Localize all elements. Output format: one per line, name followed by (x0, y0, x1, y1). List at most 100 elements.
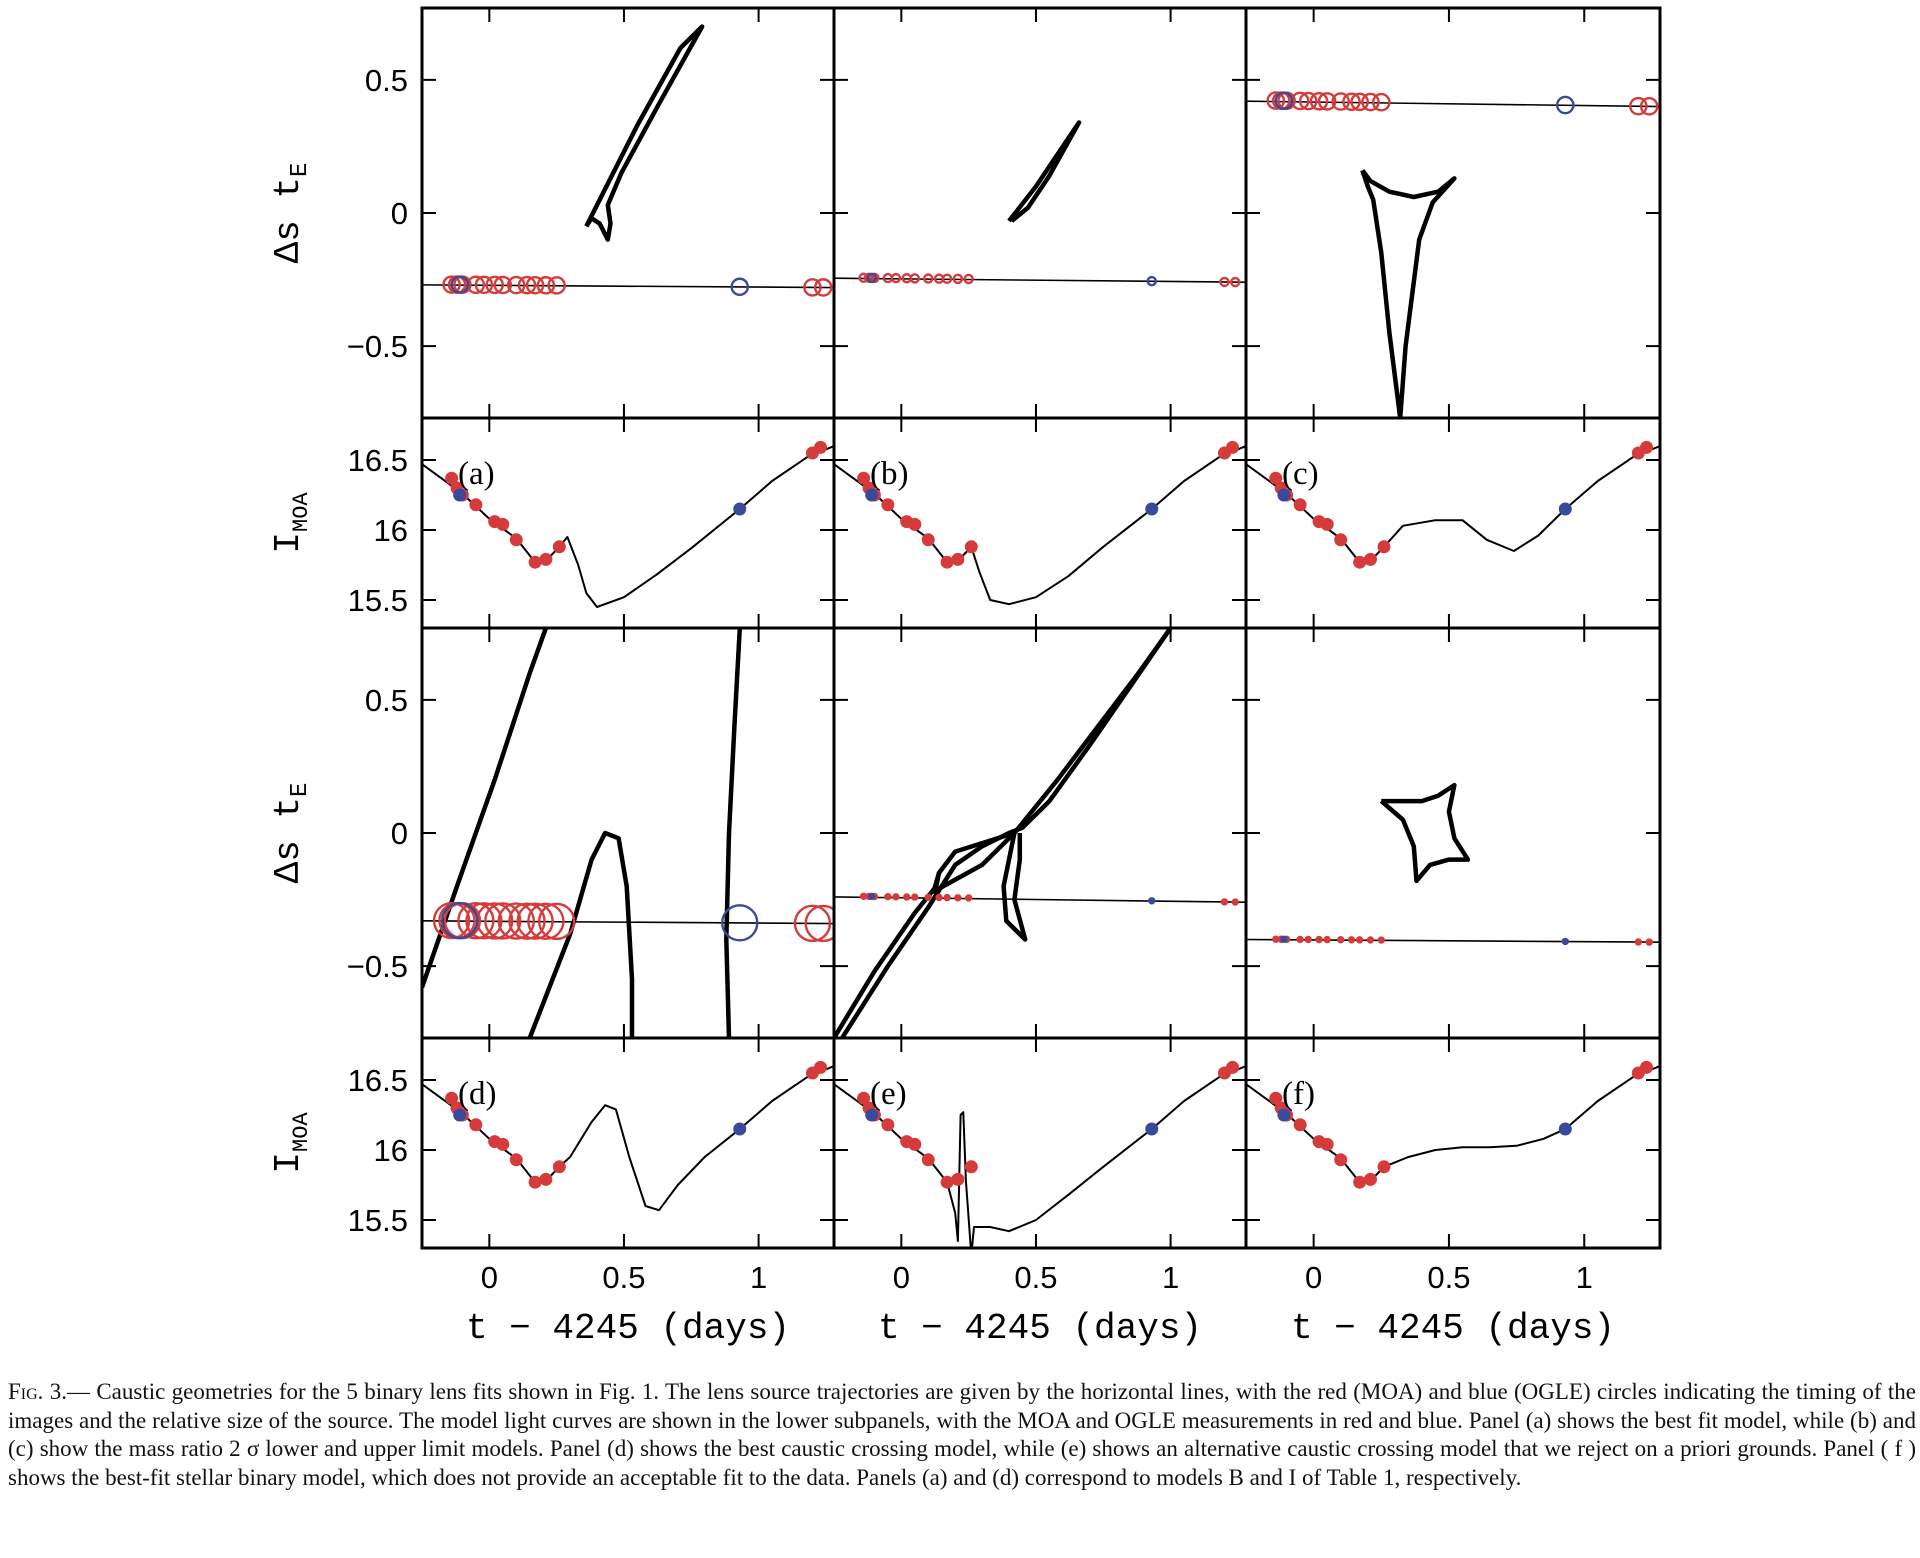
subpanel-frame (832, 6, 1248, 420)
y-tick-label: 16.5 (348, 443, 408, 478)
moa-data-point (469, 1118, 483, 1132)
subpanel-frame (832, 416, 1248, 630)
caustic-subpanel (834, 120, 1246, 288)
panel-label: (f) (1282, 1076, 1315, 1112)
moa-source-circle (923, 273, 934, 284)
moa-data-point (1363, 1172, 1377, 1186)
moa-source-circle (1337, 936, 1345, 944)
panel-d: (d) (420, 626, 836, 1250)
caustic-y-axis-title: Δs tE (268, 783, 314, 884)
moa-source-circle (1347, 936, 1356, 944)
moa-source-circle (884, 892, 892, 901)
moa-data-point (857, 1091, 871, 1105)
moa-source-circle (497, 902, 535, 940)
caption-text: — Caustic geometries for the 5 binary le… (8, 1379, 1916, 1490)
source-trajectory-line (834, 896, 1246, 904)
moa-source-circle (1331, 92, 1351, 111)
moa-data-point (1377, 540, 1391, 554)
lightcurve-y-axis-title: IMOA (268, 492, 314, 554)
y-tick-label: 0.5 (365, 683, 408, 718)
moa-source-circle (1317, 92, 1337, 111)
x-tick-label: 0 (1305, 1260, 1322, 1295)
ogle-source-circle (730, 277, 750, 297)
moa-data-point (921, 1153, 935, 1167)
ogle-source-circle (1274, 91, 1294, 111)
moa-data-point (509, 533, 523, 547)
lightcurve-subpanel (834, 440, 1246, 606)
moa-data-point (881, 498, 895, 512)
subpanel-frame (420, 416, 836, 630)
moa-source-circle (903, 893, 911, 901)
moa-data-point (539, 552, 553, 566)
moa-data-point (1377, 1160, 1391, 1174)
moa-data-point (1639, 1060, 1653, 1074)
moa-data-point (528, 1175, 542, 1189)
y-tick-label: 16 (374, 1133, 408, 1168)
moa-data-point (951, 552, 965, 566)
panel-label: (c) (1282, 456, 1319, 492)
ogle-source-circle (867, 892, 876, 901)
moa-data-point (509, 1153, 523, 1167)
caustic-curve (584, 24, 705, 242)
moa-source-circle (1361, 92, 1380, 112)
panel-a: (a) (420, 6, 836, 630)
moa-source-circle (952, 273, 964, 285)
moa-data-point (1334, 1153, 1348, 1167)
moa-data-point (940, 555, 954, 569)
moa-data-point (539, 1172, 553, 1186)
moa-source-circle (890, 272, 902, 284)
moa-source-circle (1309, 91, 1329, 111)
moa-source-circle (1296, 935, 1304, 944)
y-tick-label: 16.5 (348, 1063, 408, 1098)
panel-e: (e) (832, 626, 1248, 1250)
moa-data-point (1269, 471, 1283, 485)
lightcurve-subpanel (1246, 1060, 1660, 1189)
moa-source-circle (935, 893, 943, 902)
caustic-curve (1360, 169, 1457, 418)
caustic-subpanel (1246, 782, 1660, 946)
moa-data-point (1320, 517, 1334, 531)
moa-source-circle (963, 273, 974, 285)
x-axis-title: t − 4245 (days) (466, 1308, 790, 1349)
moa-source-circle (1377, 936, 1385, 944)
moa-data-point (1320, 1137, 1334, 1151)
moa-source-circle (1229, 276, 1241, 288)
moa-data-point (908, 517, 922, 531)
moa-source-circle (547, 276, 566, 295)
y-tick-label: 0.5 (365, 63, 408, 98)
figure-canvas: (a) (b) (c) (d) (e) (f) 0.5 0 −0.5 15.5 16 16.5 Δs … (268, 6, 1662, 1349)
source-trajectory-line (1246, 100, 1660, 108)
moa-source-circle (1645, 938, 1653, 946)
x-tick-label: 0 (481, 1260, 498, 1295)
moa-data-point (921, 533, 935, 547)
ogle-source-circle (1148, 897, 1156, 905)
moa-data-point (1269, 1091, 1283, 1105)
moa-source-circle (527, 902, 565, 940)
panel-c: (c) (1244, 6, 1662, 630)
caustic-curve (840, 628, 1173, 1038)
moa-data-point (964, 1160, 978, 1174)
ogle-data-point (453, 1108, 467, 1122)
caustic-curve (834, 628, 1173, 1038)
moa-source-circle (909, 273, 921, 284)
moa-data-point (940, 1175, 954, 1189)
ogle-source-circle (1280, 935, 1288, 943)
moa-source-circle (1355, 936, 1364, 944)
caustic-subpanel (1246, 91, 1660, 418)
moa-data-point (1363, 552, 1377, 566)
ogle-source-circle (1146, 275, 1157, 287)
moa-source-circle (1304, 935, 1312, 944)
moa-source-circle (1323, 935, 1331, 944)
moa-source-circle (1629, 96, 1648, 116)
caustic-curve (931, 830, 1028, 942)
moa-data-point (469, 498, 483, 512)
ogle-data-point (453, 488, 467, 502)
y-tick-label: −0.5 (347, 329, 408, 364)
moa-data-point (1353, 555, 1367, 569)
ogle-data-point (1145, 502, 1159, 516)
moa-data-point (1226, 440, 1240, 454)
moa-source-circle (1371, 92, 1391, 112)
subpanel-frame (420, 6, 836, 420)
ogle-data-point (865, 1108, 879, 1122)
moa-source-circle (493, 275, 513, 295)
